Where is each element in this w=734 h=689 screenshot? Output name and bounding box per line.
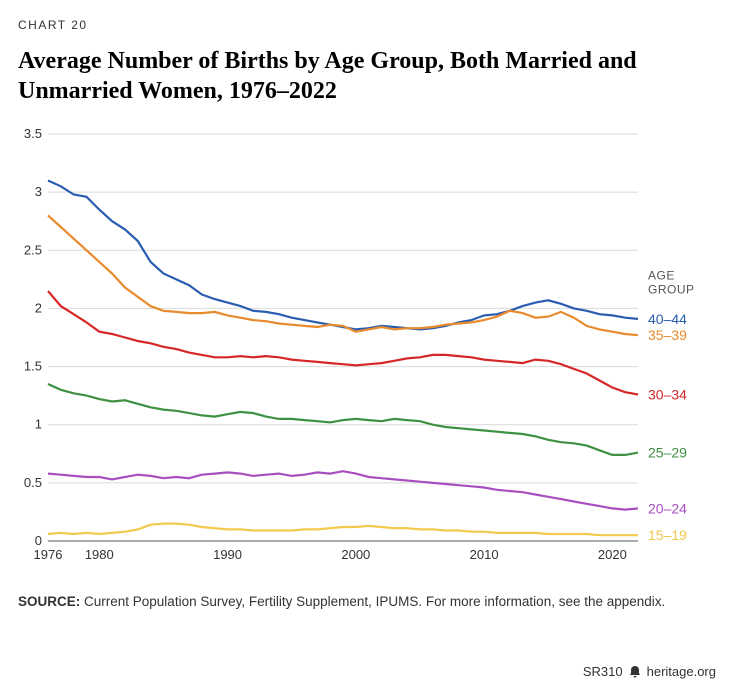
chart-plot-area: 0 0.5 1 1.5 2 2.5 3 3.5 1976 1980 1990 2000 2010 2020… xyxy=(18,126,716,566)
series-35-39 xyxy=(48,215,638,335)
legend-30-34: 30–34 xyxy=(648,386,687,402)
svg-text:0.5: 0.5 xyxy=(24,475,42,490)
svg-text:2: 2 xyxy=(35,300,42,315)
footer: SR310 heritage.org xyxy=(583,664,716,679)
svg-text:0: 0 xyxy=(35,533,42,548)
series-40-44 xyxy=(48,181,638,330)
svg-text:3: 3 xyxy=(35,184,42,199)
legend-25-29: 25–29 xyxy=(648,445,687,461)
svg-text:1990: 1990 xyxy=(213,547,242,562)
svg-text:1.5: 1.5 xyxy=(24,359,42,374)
svg-text:1976: 1976 xyxy=(34,547,63,562)
source-line: SOURCE: Current Population Survey, Ferti… xyxy=(18,594,716,609)
line-chart-svg: 0 0.5 1 1.5 2 2.5 3 3.5 1976 1980 1990 2000 2010 2020… xyxy=(18,126,716,566)
legend-40-44: 40–44 xyxy=(648,311,687,327)
legend-title-1: AGE xyxy=(648,268,675,282)
bell-icon xyxy=(629,665,641,679)
svg-text:2.5: 2.5 xyxy=(24,242,42,257)
series-15-19 xyxy=(48,524,638,536)
svg-text:2000: 2000 xyxy=(341,547,370,562)
svg-text:1980: 1980 xyxy=(85,547,114,562)
svg-text:2020: 2020 xyxy=(598,547,627,562)
source-text: Current Population Survey, Fertility Sup… xyxy=(80,594,665,609)
series-25-29 xyxy=(48,384,638,455)
footer-site: heritage.org xyxy=(647,664,716,679)
series-30-34 xyxy=(48,291,638,395)
legend-35-39: 35–39 xyxy=(648,327,687,343)
legend-title-2: GROUP xyxy=(648,282,695,296)
chart-number-label: CHART 20 xyxy=(18,18,716,32)
svg-text:3.5: 3.5 xyxy=(24,126,42,141)
source-label: SOURCE: xyxy=(18,594,80,609)
legend-15-19: 15–19 xyxy=(648,527,687,543)
chart-title: Average Number of Births by Age Group, B… xyxy=(18,46,658,106)
legend-20-24: 20–24 xyxy=(648,500,687,516)
svg-text:1: 1 xyxy=(35,417,42,432)
series-20-24 xyxy=(48,471,638,509)
svg-text:2010: 2010 xyxy=(470,547,499,562)
footer-report-id: SR310 xyxy=(583,664,623,679)
